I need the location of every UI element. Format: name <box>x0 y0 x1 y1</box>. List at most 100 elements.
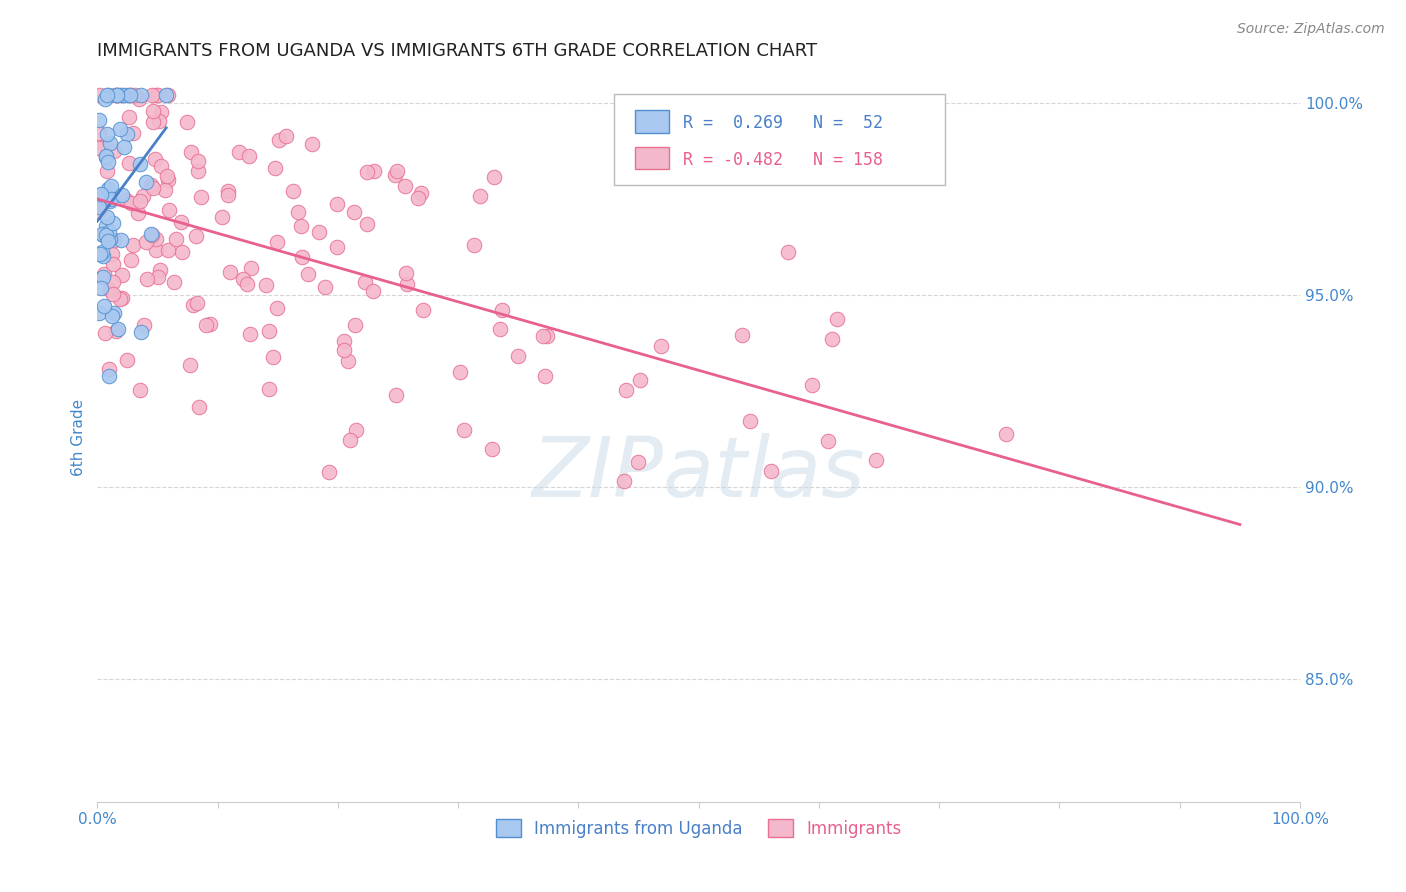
Point <box>89 247 111 261</box>
Point <box>111 187 134 202</box>
Point <box>217 187 239 202</box>
Point <box>129 88 152 103</box>
Point <box>87 141 110 155</box>
Point <box>89 203 111 218</box>
Point <box>363 164 385 178</box>
Point <box>108 292 131 306</box>
Point <box>94 219 117 233</box>
Point <box>157 88 180 103</box>
Point <box>187 154 209 169</box>
Point <box>384 168 406 182</box>
Point <box>150 104 173 119</box>
Point <box>800 377 823 392</box>
Point <box>100 283 122 297</box>
Point <box>827 312 849 326</box>
Point <box>406 191 429 205</box>
Point <box>536 328 558 343</box>
Point <box>184 228 207 243</box>
Point <box>217 184 239 198</box>
Point <box>90 187 112 202</box>
Point <box>198 317 221 331</box>
Point <box>156 169 179 184</box>
Point <box>98 362 121 376</box>
Point <box>266 301 288 316</box>
Point <box>269 133 291 147</box>
Point <box>344 423 367 437</box>
Point <box>103 306 125 320</box>
Point <box>326 240 349 254</box>
Point <box>148 114 170 128</box>
FancyBboxPatch shape <box>614 95 945 186</box>
Point <box>491 303 513 318</box>
Point <box>239 327 262 342</box>
Point <box>731 328 754 343</box>
Point <box>134 318 156 333</box>
Point <box>89 126 111 140</box>
Point <box>219 265 242 279</box>
Point <box>120 88 142 103</box>
Point <box>98 369 121 384</box>
Point <box>118 88 141 103</box>
Legend: Immigrants from Uganda, Immigrants: Immigrants from Uganda, Immigrants <box>489 813 908 845</box>
Point <box>343 204 366 219</box>
Point <box>120 252 142 267</box>
Point <box>650 339 672 353</box>
Point <box>93 268 115 282</box>
Point <box>98 136 121 150</box>
Point <box>308 225 330 239</box>
Point <box>103 144 125 158</box>
Point <box>141 88 163 103</box>
Point <box>262 350 284 364</box>
Point <box>129 194 152 208</box>
Point <box>94 150 117 164</box>
Text: IMMIGRANTS FROM UGANDA VS IMMIGRANTS 6TH GRADE CORRELATION CHART: IMMIGRANTS FROM UGANDA VS IMMIGRANTS 6TH… <box>97 42 817 60</box>
Point <box>94 138 117 153</box>
Point <box>114 88 136 103</box>
Point <box>141 228 163 243</box>
Point <box>118 156 141 170</box>
Point <box>463 238 485 252</box>
Point <box>994 427 1017 442</box>
Point <box>96 128 118 142</box>
Point <box>115 127 138 141</box>
Point <box>187 400 209 414</box>
Point <box>363 284 385 298</box>
Point <box>301 137 323 152</box>
Point <box>240 260 263 275</box>
Point <box>395 277 418 291</box>
Point <box>104 324 127 338</box>
Point <box>155 88 177 103</box>
Point <box>124 88 146 103</box>
Point <box>333 334 356 348</box>
Point <box>325 196 347 211</box>
Point <box>195 318 218 332</box>
Point <box>157 202 180 217</box>
Point <box>146 88 169 103</box>
Point <box>129 325 152 339</box>
Point <box>100 178 122 193</box>
Point <box>91 269 114 284</box>
Point <box>628 373 651 387</box>
Point <box>508 349 530 363</box>
Point <box>228 145 250 159</box>
Point <box>778 244 800 259</box>
Point <box>135 272 157 286</box>
Point <box>97 234 120 248</box>
Point <box>101 275 124 289</box>
Point <box>129 383 152 397</box>
Point <box>482 170 505 185</box>
Point <box>287 205 309 219</box>
Point <box>156 244 179 258</box>
Point <box>120 88 142 103</box>
Point <box>384 388 406 402</box>
Point <box>132 189 155 203</box>
Point <box>155 183 177 197</box>
Point <box>129 157 152 171</box>
Point <box>142 115 165 129</box>
Point <box>169 215 191 229</box>
Point <box>187 164 209 178</box>
Point <box>142 181 165 195</box>
Point <box>110 122 132 136</box>
Text: R =  0.269   N =  52: R = 0.269 N = 52 <box>683 114 883 133</box>
Point <box>149 263 172 277</box>
